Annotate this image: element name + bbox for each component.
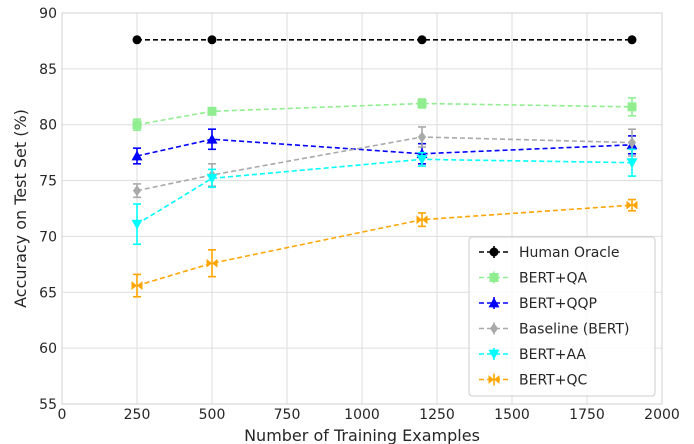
data-point: [627, 35, 637, 45]
legend-item: Baseline (BERT): [479, 322, 629, 338]
series-bert-aa: [131, 148, 638, 246]
axis-ticks: 0 250 500 750 1000 1250 1500 1750 2000 55 60 65 70 75…: [39, 6, 680, 423]
data-point: [626, 200, 638, 210]
data-point: [132, 185, 142, 197]
legend-marker: [489, 273, 499, 282]
data-point: [206, 258, 218, 268]
legend-marker: [488, 297, 500, 308]
legend-marker: [488, 375, 500, 384]
data-point: [131, 281, 143, 290]
legend-label: Human Oracle: [519, 245, 620, 261]
series-layer: [131, 35, 638, 298]
x-tick-label: 1500: [494, 407, 530, 423]
data-point: [132, 35, 142, 45]
series-human-oracle: [132, 35, 637, 45]
series-line: [136, 204, 633, 287]
series-bert-qqp: [131, 128, 638, 165]
legend-box: [468, 236, 656, 397]
x-tick-label: 750: [274, 407, 301, 423]
legend-marker: [488, 349, 500, 360]
data-point: [132, 120, 142, 130]
data-point: [207, 35, 217, 45]
series-line: [136, 138, 633, 157]
y-tick-label: 55: [39, 397, 57, 413]
y-tick-label: 60: [39, 341, 57, 357]
series-bert-qa: [132, 97, 637, 132]
legend-label: BERT+QA: [519, 271, 587, 287]
data-point: [626, 158, 638, 169]
data-point: [416, 215, 428, 225]
legend-label: Baseline (BERT): [519, 322, 629, 338]
y-tick-label: 90: [39, 6, 57, 22]
legend-item: BERT+AA: [479, 347, 586, 363]
data-point: [207, 106, 217, 116]
x-tick-label: 500: [199, 407, 226, 423]
series-line: [136, 136, 633, 192]
data-point: [416, 154, 428, 165]
plot-frame: [61, 12, 663, 405]
x-tick-label: 1750: [569, 407, 605, 423]
data-point: [206, 133, 218, 144]
y-tick-label: 75: [39, 174, 57, 190]
x-tick-label: 250: [124, 407, 151, 423]
legend: Human Oracle BERT+QA BERT+QQP Baseline (BER…: [468, 236, 656, 397]
data-point: [131, 150, 143, 161]
legend-label: BERT+QQP: [519, 296, 597, 312]
data-point: [627, 137, 637, 149]
legend-item: BERT+QC: [479, 373, 587, 389]
x-tick-label: 1250: [419, 407, 455, 423]
legend-item: Human Oracle: [479, 245, 620, 261]
series-line: [136, 158, 633, 225]
data-point: [417, 98, 427, 108]
data-point: [627, 102, 637, 112]
y-axis-label: Accuracy on Test Set (%): [11, 109, 30, 308]
data-point: [131, 219, 143, 230]
legend-label: BERT+QC: [519, 373, 587, 389]
y-tick-label: 65: [39, 285, 57, 301]
x-tick-label: 2000: [644, 407, 680, 423]
legend-marker: [489, 247, 499, 257]
y-tick-label: 70: [39, 229, 57, 245]
data-point: [417, 35, 427, 45]
y-tick-label: 85: [39, 62, 57, 78]
legend-label: BERT+AA: [519, 347, 586, 363]
data-point: [417, 131, 427, 143]
legend-marker: [489, 323, 499, 334]
legend-item: BERT+QA: [479, 271, 587, 287]
y-tick-label: 80: [39, 118, 57, 134]
data-point: [206, 173, 218, 184]
x-axis-label: Number of Training Examples: [244, 426, 480, 444]
legend-item: BERT+QQP: [479, 296, 597, 312]
series-bert-qc: [131, 198, 638, 298]
x-tick-label: 1000: [344, 407, 380, 423]
x-tick-label: 0: [58, 407, 67, 423]
